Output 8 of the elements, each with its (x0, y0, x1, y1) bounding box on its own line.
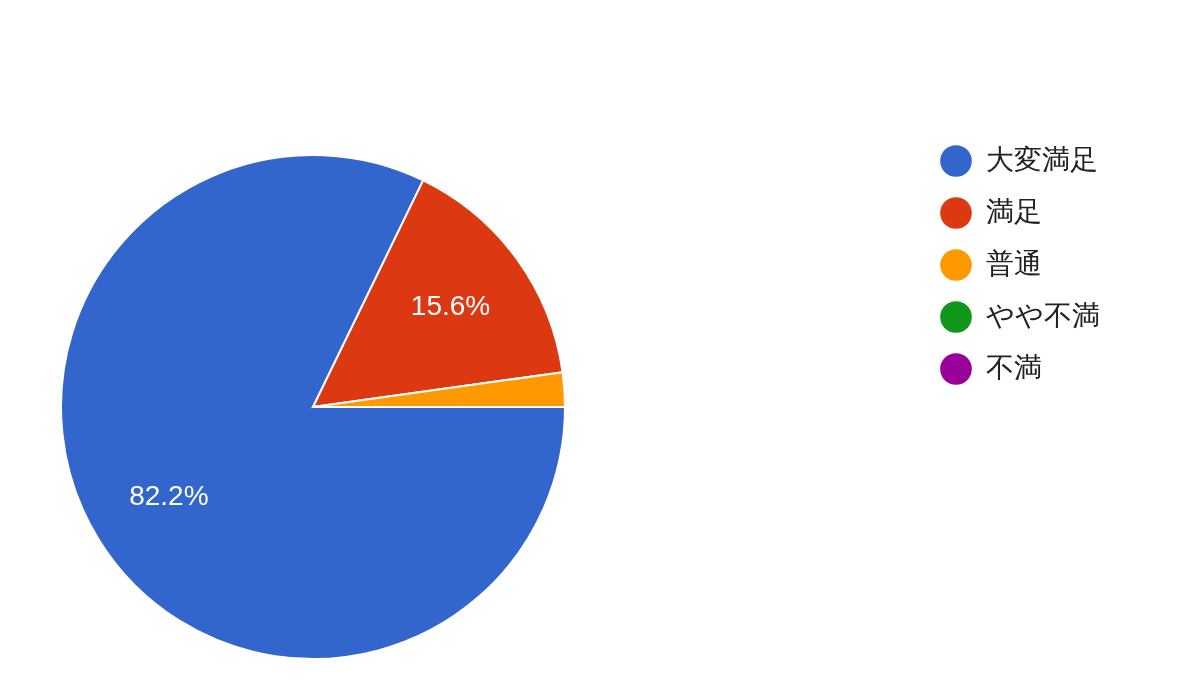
legend-label: 不満 (986, 352, 1042, 383)
data-label: 82.2% (129, 480, 209, 512)
legend-label: 普通 (986, 248, 1042, 279)
data-label: 15.6% (410, 290, 491, 322)
pie-slice (60, 154, 566, 660)
legend-label: 満足 (986, 196, 1042, 227)
legend-label: 大変満足 (986, 144, 1098, 175)
legend-label: やや不満 (986, 300, 1100, 331)
